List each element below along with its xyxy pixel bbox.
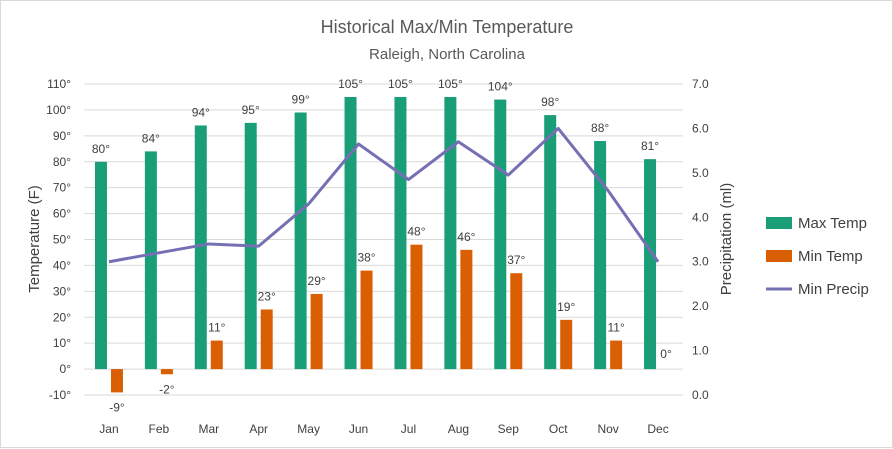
y2-tick-label: 1.0 [692, 344, 709, 358]
min-temp-label: 0° [660, 347, 672, 361]
min-temp-label: -2° [159, 382, 175, 396]
tick-labels: -10° 0° 10° 20° 30° 40° 50° 60° 70° 80° 90° 100° 110… [46, 77, 709, 436]
max-temp-bar [544, 115, 557, 370]
max-temp-label: 99° [292, 93, 310, 107]
data-labels: 80° -9° 84° -2° 94° 11° 95° 23° 99° 29° 105° 38° 105… [92, 77, 672, 414]
y-tick-label: 20° [53, 310, 71, 324]
max-temp-label: 81° [641, 139, 659, 153]
chart-title: Historical Max/Min Temperature [321, 17, 574, 37]
x-tick-label: Mar [198, 422, 219, 436]
legend: Max Temp Min Temp Min Precip [766, 215, 869, 298]
max-temp-label: 105° [438, 77, 463, 91]
max-temp-bar [394, 96, 407, 370]
max-temp-bar [194, 125, 207, 370]
y-tick-label: -10° [49, 388, 71, 402]
y-axis-title: Temperature (F) [26, 185, 43, 293]
max-temp-label: 105° [388, 77, 413, 91]
min-temp-bar [410, 244, 423, 370]
y2-tick-label: 4.0 [692, 210, 709, 224]
min-temp-bar [110, 369, 123, 393]
max-temp-bar [344, 96, 357, 370]
max-temp-bar [494, 99, 507, 370]
x-tick-label: Dec [647, 422, 668, 436]
min-temp-label: 23° [258, 289, 276, 303]
x-tick-label: Jan [99, 422, 118, 436]
min-temp-bar [510, 273, 523, 370]
y2-tick-label: 6.0 [692, 121, 709, 135]
max-temp-bar [144, 151, 157, 370]
max-temp-bar [444, 96, 457, 370]
y-tick-label: 110° [47, 77, 71, 91]
y2-tick-label: 3.0 [692, 255, 709, 269]
min-precip-line [108, 126, 660, 264]
max-temp-bar [94, 161, 107, 370]
x-tick-label: Jul [401, 422, 416, 436]
y-tick-label: 50° [53, 233, 71, 247]
y2-tick-label: 7.0 [692, 77, 709, 91]
y2-tick-label: 0.0 [692, 388, 709, 402]
min-temp-label: 29° [308, 274, 326, 288]
min-temp-label: 11° [208, 321, 225, 335]
x-tick-label: Aug [448, 422, 469, 436]
y2-tick-label: 5.0 [692, 166, 709, 180]
max-temp-label: 105° [338, 77, 363, 91]
x-tick-label: Nov [597, 422, 618, 436]
x-tick-label: Jun [349, 422, 368, 436]
min-temp-bar [360, 270, 373, 370]
max-temp-label: 98° [541, 95, 559, 109]
y-tick-label: 40° [53, 258, 71, 272]
y-tick-label: 30° [53, 284, 71, 298]
min-temp-label: 46° [457, 230, 475, 244]
min-temp-label: 19° [557, 300, 575, 314]
min-temp-bar [260, 309, 273, 370]
chart-subtitle: Raleigh, North Carolina [369, 46, 526, 63]
x-tick-label: Apr [249, 422, 268, 436]
legend-min-temp-swatch [766, 250, 792, 262]
y-tick-label: 70° [53, 181, 71, 195]
x-tick-label: Oct [549, 422, 568, 436]
min-temp-label: 11° [607, 321, 624, 335]
x-tick-label: Sep [498, 422, 520, 436]
y-tick-label: 10° [53, 336, 71, 350]
precip-line-layer [108, 126, 660, 264]
x-tick-label: May [297, 422, 320, 436]
y-tick-label: 80° [53, 155, 71, 169]
min-temp-bar [310, 293, 323, 370]
y-tick-label: 60° [53, 207, 71, 221]
min-temp-label: 37° [507, 253, 525, 267]
y2-tick-label: 2.0 [692, 299, 709, 313]
max-temp-label: 84° [142, 131, 160, 145]
max-temp-label: 104° [488, 80, 513, 94]
x-tick-label: Feb [149, 422, 170, 436]
min-temp-bar [160, 369, 173, 375]
max-temp-bar [594, 141, 607, 370]
y-tick-label: 100° [46, 103, 71, 117]
max-temp-label: 95° [242, 103, 260, 117]
legend-max-temp-label: Max Temp [798, 215, 867, 232]
min-temp-bar [560, 319, 573, 370]
max-temp-bar [644, 159, 657, 370]
min-temp-bar [610, 340, 623, 370]
min-temp-label: 38° [357, 251, 375, 265]
min-temp-label: -9° [109, 400, 125, 414]
min-temp-bar [210, 340, 223, 370]
max-temp-bar [294, 112, 307, 370]
max-temp-label: 94° [192, 105, 210, 119]
min-temp-label: 48° [407, 225, 425, 239]
max-temp-label: 88° [591, 121, 609, 135]
y-tick-label: 0° [60, 362, 72, 376]
max-temp-label: 80° [92, 142, 110, 156]
bars [94, 96, 657, 393]
y-tick-label: 90° [53, 129, 71, 143]
legend-max-temp-swatch [766, 217, 792, 229]
min-temp-bar [460, 249, 473, 370]
legend-min-precip-label: Min Precip [798, 281, 869, 298]
legend-min-temp-label: Min Temp [798, 248, 863, 265]
y2-axis-title: Precipitation (ml) [718, 183, 735, 296]
